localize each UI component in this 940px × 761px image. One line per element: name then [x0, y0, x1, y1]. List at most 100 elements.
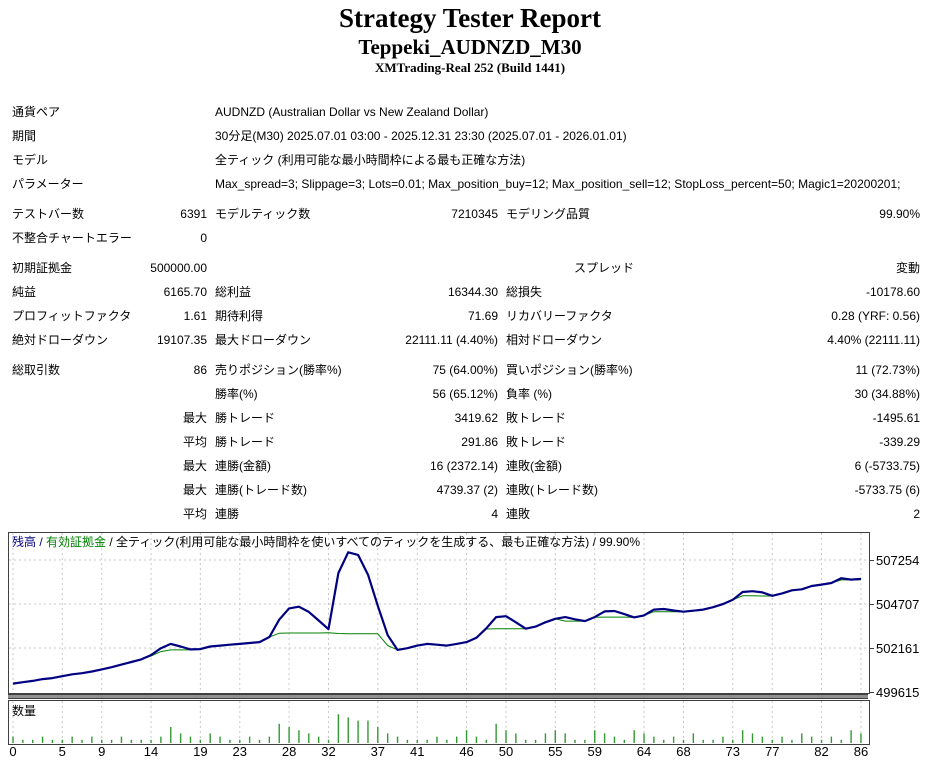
info-label: 期間: [12, 129, 37, 143]
info-row-1-label: 期間: [12, 124, 207, 148]
stat-row-14-col3-label: 連敗: [506, 507, 531, 521]
x-axis-label: 0: [9, 744, 17, 759]
stat-row-12-col3: 連敗(金額) 6 (-5733.75): [506, 454, 920, 478]
stat-row-12-col2: 連勝(金額) 16 (2372.14): [215, 454, 498, 478]
stat-row-6-col1: 絶対ドローダウン 19107.35: [12, 328, 207, 352]
stat-row-6-col2: 最大ドローダウン 22111.11 (4.40%): [215, 328, 498, 352]
stat-row-11-col1-value: 平均: [182, 435, 207, 449]
stat-row-1-col3: [506, 226, 920, 250]
stat-row-3-col3-label: スプレッド: [574, 261, 635, 275]
stat-row-11-col1: 平均: [12, 430, 207, 454]
stat-row-5-col3-value: 0.28 (YRF: 0.56): [831, 309, 920, 323]
stats-table: 通貨ペア AUDNZD (Australian Dollar vs New Zea…: [12, 100, 920, 526]
x-axis-label: 14: [143, 744, 159, 759]
y-axis-tick: [869, 559, 874, 561]
stat-row-11-col3-value: -339.29: [879, 435, 920, 449]
stat-row-11-col3-label: 敗トレード: [506, 435, 567, 449]
stat-row-9: 勝率(%) 56 (65.12%) 負率 (%) 30 (34.88%): [12, 382, 920, 406]
info-row-3: パラメーター Max_spread=3; Slippage=3; Lots=0.0…: [12, 172, 920, 196]
server-build: XMTrading-Real 252 (Build 1441): [374, 60, 566, 75]
stat-row-14-col3: 連敗 2: [506, 502, 920, 526]
stat-row-5-col1: プロフィットファクタ 1.61: [12, 304, 207, 328]
stat-row-4-col3-value: -10178.60: [865, 285, 920, 299]
stat-row-5-col2: 期待利得 71.69: [215, 304, 498, 328]
stat-row-1-col1-label: 不整合チャートエラー: [12, 231, 132, 245]
y-axis-tick: [869, 692, 874, 693]
stat-row-5-col3-label: リカバリーファクタ: [506, 309, 613, 323]
stat-row-3-col1: 初期証拠金 500000.00: [12, 256, 207, 280]
x-axis-label: 23: [232, 744, 247, 759]
stat-row-4-col1-label: 純益: [12, 285, 37, 299]
x-axis-label: 5: [58, 744, 66, 759]
legend-balance: 残高: [12, 535, 37, 549]
stat-row-12-col1: 最大: [12, 454, 207, 478]
stat-row-4-col2: 総利益 16344.30: [215, 280, 498, 304]
stat-row-12-col1-value: 最大: [182, 459, 207, 473]
ea-name: Teppeki_AUDNZD_M30: [358, 35, 582, 59]
balance-chart-canvas: [9, 533, 869, 693]
stat-row-4-col2-value: 16344.30: [447, 285, 498, 299]
stat-row-9-col3-value: 30 (34.88%): [854, 387, 920, 401]
stat-row-13-col1: 最大: [12, 478, 207, 502]
page-title: Strategy Tester Report: [339, 3, 601, 33]
stat-row-8-col1-value: 86: [193, 363, 207, 377]
info-row-1-value: 30分足(M30) 2025.07.01 03:00 - 2025.12.31 …: [215, 129, 627, 143]
stat-row-10-col2-label: 勝トレード: [215, 411, 276, 425]
stat-row-12-col2-value: 16 (2372.14): [429, 459, 498, 473]
stat-row-9-col1: [12, 382, 207, 406]
stat-row-11-col3: 敗トレード -339.29: [506, 430, 920, 454]
info-row-1: 期間 30分足(M30) 2025.07.01 03:00 - 2025.12.3…: [12, 124, 920, 148]
stat-row-5-col1-value: 1.61: [183, 309, 207, 323]
stat-row-5: プロフィットファクタ 1.61 期待利得 71.69 リカバリーファクタ 0.28 (YR…: [12, 304, 920, 328]
stat-row-13-col2-value: 4739.37 (2): [436, 483, 498, 497]
stat-row-6: 絶対ドローダウン 19107.35 最大ドローダウン 22111.11 (4.40%)…: [12, 328, 920, 352]
x-axis-label: 59: [587, 744, 602, 759]
stat-row-1-col2: [215, 226, 498, 250]
stat-row-8: 総取引数 86 売りポジション(勝率%) 75 (64.00%) 買いポジション(勝率%…: [12, 358, 920, 382]
stat-row-5-col2-value: 71.69: [467, 309, 498, 323]
stat-row-9-col2-value: 56 (65.12%): [432, 387, 498, 401]
stat-row-10-col3: 敗トレード -1495.61: [506, 406, 920, 430]
stat-row-14-col1: 平均: [12, 502, 207, 526]
stat-row-3-col2: [215, 256, 498, 280]
info-row-3-label: パラメーター: [12, 172, 207, 196]
x-axis-label: 82: [814, 744, 829, 759]
stat-row-14-col2-value: 4: [491, 507, 498, 521]
stat-row-5-col2-label: 期待利得: [215, 309, 264, 323]
stat-row-0: テストバー数 6391 モデルティック数 7210345 モデリング品質 99.90%: [12, 202, 920, 226]
y-axis-tick: [869, 647, 874, 649]
stat-row-0-col2-label: モデルティック数: [215, 207, 311, 221]
stat-row-13-col3: 連敗(トレード数) -5733.75 (6): [506, 478, 920, 502]
x-axis-label: 28: [281, 744, 297, 759]
stat-row-6-col3: 相対ドローダウン 4.40% (22111.11): [506, 328, 920, 352]
stat-row-6-col3-label: 相対ドローダウン: [506, 333, 603, 347]
stat-row-6-col1-value: 19107.35: [156, 333, 207, 347]
stat-row-10-col2: 勝トレード 3419.62: [215, 406, 498, 430]
stat-row-13-col2-label: 連勝(トレード数): [215, 483, 307, 497]
info-label: パラメーター: [12, 177, 84, 191]
stat-row-0-col1-value: 6391: [180, 207, 207, 221]
stat-row-4-col3: 総損失 -10178.60: [506, 280, 920, 304]
stat-row-4-col2-label: 総利益: [215, 285, 252, 299]
x-axis-label: 55: [548, 744, 563, 759]
x-axis-label: 77: [764, 744, 780, 759]
x-axis-label: 50: [498, 744, 514, 759]
info-row-0-value: AUDNZD (Australian Dollar vs New Zealand…: [215, 105, 489, 119]
stat-row-6-col3-value: 4.40% (22111.11): [827, 333, 920, 347]
stat-row-14-col2: 連勝 4: [215, 502, 498, 526]
stat-row-9-col2: 勝率(%) 56 (65.12%): [215, 382, 498, 406]
stat-row-4-col1: 純益 6165.70: [12, 280, 207, 304]
stat-row-4: 純益 6165.70 総利益 16344.30 総損失 -10178.60: [12, 280, 920, 304]
x-axis-label: 86: [853, 744, 869, 759]
chart-legend: 残高 / 有効証拠金 / 全ティック(利用可能な最小時間枠を使いすべてのティック…: [12, 535, 640, 550]
info-row-3-value: Max_spread=3; Slippage=3; Lots=0.01; Max…: [215, 177, 901, 191]
y-axis-label: 502161: [876, 640, 920, 656]
stat-row-6-col1-label: 絶対ドローダウン: [12, 333, 109, 347]
stat-row-0-col2: モデルティック数 7210345: [215, 202, 498, 226]
stat-row-0-col1-label: テストバー数: [12, 207, 85, 221]
y-axis-tick: [869, 603, 874, 605]
stat-row-13-col1-value: 最大: [182, 483, 207, 497]
stat-row-10-col3-value: -1495.61: [872, 411, 920, 425]
stat-row-12: 最大 連勝(金額) 16 (2372.14) 連敗(金額) 6 (-5733.75): [12, 454, 920, 478]
x-axis-label: 19: [193, 744, 208, 759]
